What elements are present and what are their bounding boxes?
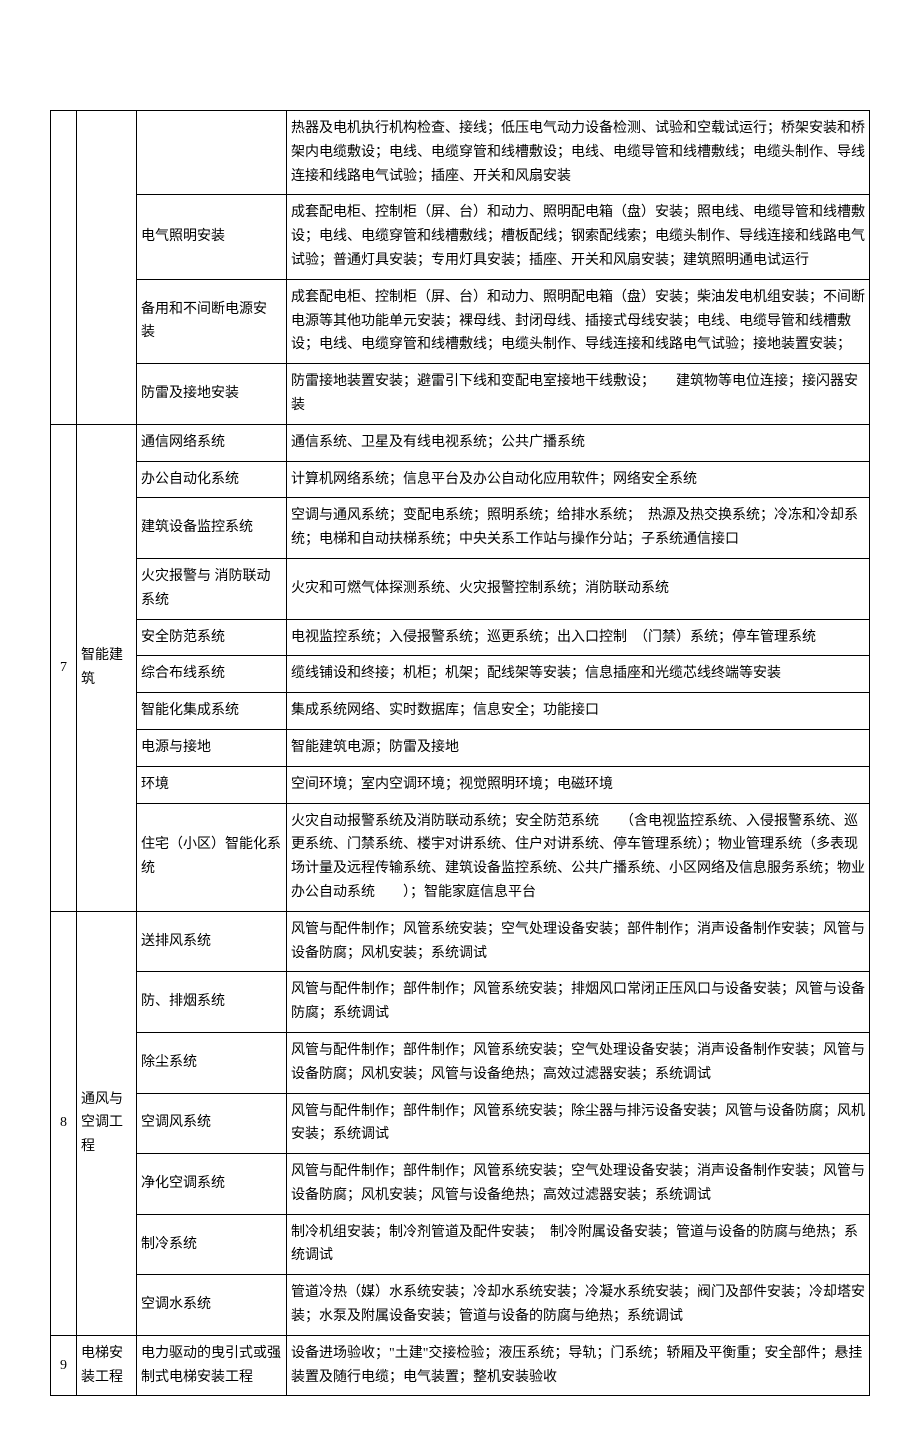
table-row: 除尘系统风管与配件制作；部件制作；风管系统安装；空气处理设备安装；消声设备制作安…	[51, 1032, 870, 1093]
category-cell: 智能建 筑	[77, 424, 137, 911]
sub-item-cell: 备用和不间断电源安 装	[137, 279, 287, 363]
table-row: 备用和不间断电源安 装成套配电柜、控制柜（屏、台）和动力、照明配电箱（盘）安装；…	[51, 279, 870, 363]
table-row: 综合布线系统缆线铺设和终接；机柜；机架；配线架等安装；信息插座和光缆芯线终端等安…	[51, 656, 870, 693]
sub-item-cell: 电源与接地	[137, 729, 287, 766]
sub-item-cell: 安全防范系统	[137, 619, 287, 656]
table-row: 电气照明安装成套配电柜、控制柜（屏、台）和动力、照明配电箱（盘）安装；照电线、电…	[51, 195, 870, 279]
table-row: 空调水系统管道冷热（媒）水系统安装；冷却水系统安装；冷凝水系统安装；阀门及部件安…	[51, 1275, 870, 1336]
sub-item-cell: 智能化集成系统	[137, 693, 287, 730]
table-row: 8通风与空调工 程送排风系统风管与配件制作；风管系统安装；空气处理设备安装；部件…	[51, 911, 870, 972]
table-row: 热器及电机执行机构检查、接线；低压电气动力设备检测、试验和空载试运行；桥架安装和…	[51, 111, 870, 195]
table-row: 防雷及接地安装防雷接地装置安装；避雷引下线和变配电室接地干线敷设； 建筑物等电位…	[51, 364, 870, 425]
description-cell: 智能建筑电源；防雷及接地	[287, 729, 870, 766]
sub-item-cell: 环境	[137, 766, 287, 803]
description-cell: 计算机网络系统；信息平台及办公自动化应用软件；网络安全系统	[287, 461, 870, 498]
category-cell	[77, 111, 137, 425]
table-row: 净化空调系统风管与配件制作；部件制作；风管系统安装；空气处理设备安装；消声设备制…	[51, 1154, 870, 1215]
sub-item-cell: 空调风系统	[137, 1093, 287, 1154]
description-cell: 风管与配件制作；部件制作；风管系统安装；排烟风口常闭正压风口与设备安装；风管与设…	[287, 972, 870, 1033]
description-cell: 设备进场验收；"土建"交接检验；液压系统；导轨；门系统；轿厢及平衡重；安全部件；…	[287, 1335, 870, 1396]
description-cell: 管道冷热（媒）水系统安装；冷却水系统安装；冷凝水系统安装；阀门及部件安装；冷却塔…	[287, 1275, 870, 1336]
sub-item-cell	[137, 111, 287, 195]
category-cell: 通风与空调工 程	[77, 911, 137, 1335]
description-cell: 风管与配件制作；部件制作；风管系统安装；空气处理设备安装；消声设备制作安装；风管…	[287, 1032, 870, 1093]
sub-item-cell: 建筑设备监控系统	[137, 498, 287, 559]
description-cell: 火灾自动报警系统及消防联动系统；安全防范系统 （含电视监控系统、入侵报警系统、巡…	[287, 803, 870, 911]
table-row: 办公自动化系统计算机网络系统；信息平台及办公自动化应用软件；网络安全系统	[51, 461, 870, 498]
description-cell: 空间环境；室内空调环境；视觉照明环境；电磁环境	[287, 766, 870, 803]
table-row: 防、排烟系统风管与配件制作；部件制作；风管系统安装；排烟风口常闭正压风口与设备安…	[51, 972, 870, 1033]
row-number: 8	[51, 911, 77, 1335]
description-cell: 风管与配件制作；部件制作；风管系统安装；除尘器与排污设备安装；风管与设备防腐；风…	[287, 1093, 870, 1154]
sub-item-cell: 电力驱动的曳引式或强制式电梯安装工程	[137, 1335, 287, 1396]
description-cell: 制冷机组安装；制冷剂管道及配件安装； 制冷附属设备安装；管道与设备的防腐与绝热；…	[287, 1214, 870, 1275]
description-cell: 火灾和可燃气体探测系统、火灾报警控制系统；消防联动系统	[287, 558, 870, 619]
table-row: 7智能建 筑通信网络系统通信系统、卫星及有线电视系统；公共广播系统	[51, 424, 870, 461]
table-row: 9电梯安装工程电力驱动的曳引式或强制式电梯安装工程设备进场验收；"土建"交接检验…	[51, 1335, 870, 1396]
table-row: 智能化集成系统集成系统网络、实时数据库；信息安全；功能接口	[51, 693, 870, 730]
sub-item-cell: 电气照明安装	[137, 195, 287, 279]
sub-item-cell: 综合布线系统	[137, 656, 287, 693]
sub-item-cell: 制冷系统	[137, 1214, 287, 1275]
sub-item-cell: 通信网络系统	[137, 424, 287, 461]
description-cell: 防雷接地装置安装；避雷引下线和变配电室接地干线敷设； 建筑物等电位连接；接闪器安…	[287, 364, 870, 425]
sub-item-cell: 净化空调系统	[137, 1154, 287, 1215]
sub-item-cell: 住宅（小区）智能化系统	[137, 803, 287, 911]
row-number: 7	[51, 424, 77, 911]
description-cell: 成套配电柜、控制柜（屏、台）和动力、照明配电箱（盘）安装；照电线、电缆导管和线槽…	[287, 195, 870, 279]
sub-item-cell: 火灾报警与 消防联动系统	[137, 558, 287, 619]
sub-item-cell: 防、排烟系统	[137, 972, 287, 1033]
table-row: 安全防范系统电视监控系统；入侵报警系统；巡更系统；出入口控制 （门禁）系统；停车…	[51, 619, 870, 656]
sub-item-cell: 办公自动化系统	[137, 461, 287, 498]
description-cell: 风管与配件制作；风管系统安装；空气处理设备安装；部件制作；消声设备制作安装；风管…	[287, 911, 870, 972]
description-cell: 热器及电机执行机构检查、接线；低压电气动力设备检测、试验和空载试运行；桥架安装和…	[287, 111, 870, 195]
table-row: 火灾报警与 消防联动系统火灾和可燃气体探测系统、火灾报警控制系统；消防联动系统	[51, 558, 870, 619]
table-row: 建筑设备监控系统空调与通风系统；变配电系统；照明系统；给排水系统； 热源及热交换…	[51, 498, 870, 559]
description-cell: 集成系统网络、实时数据库；信息安全；功能接口	[287, 693, 870, 730]
row-number: 9	[51, 1335, 77, 1396]
description-cell: 缆线铺设和终接；机柜；机架；配线架等安装；信息插座和光缆芯线终端等安装	[287, 656, 870, 693]
description-cell: 成套配电柜、控制柜（屏、台）和动力、照明配电箱（盘）安装；柴油发电机组安装；不间…	[287, 279, 870, 363]
table-row: 环境空间环境；室内空调环境；视觉照明环境；电磁环境	[51, 766, 870, 803]
row-number	[51, 111, 77, 425]
sub-item-cell: 防雷及接地安装	[137, 364, 287, 425]
description-cell: 电视监控系统；入侵报警系统；巡更系统；出入口控制 （门禁）系统；停车管理系统	[287, 619, 870, 656]
spec-table-body: 热器及电机执行机构检查、接线；低压电气动力设备检测、试验和空载试运行；桥架安装和…	[51, 111, 870, 1396]
sub-item-cell: 除尘系统	[137, 1032, 287, 1093]
sub-item-cell: 送排风系统	[137, 911, 287, 972]
sub-item-cell: 空调水系统	[137, 1275, 287, 1336]
description-cell: 通信系统、卫星及有线电视系统；公共广播系统	[287, 424, 870, 461]
category-cell: 电梯安装工程	[77, 1335, 137, 1396]
spec-table: 热器及电机执行机构检查、接线；低压电气动力设备检测、试验和空载试运行；桥架安装和…	[50, 110, 870, 1396]
document-page: 热器及电机执行机构检查、接线；低压电气动力设备检测、试验和空载试运行；桥架安装和…	[0, 0, 920, 1456]
description-cell: 空调与通风系统；变配电系统；照明系统；给排水系统； 热源及热交换系统；冷冻和冷却…	[287, 498, 870, 559]
table-row: 空调风系统风管与配件制作；部件制作；风管系统安装；除尘器与排污设备安装；风管与设…	[51, 1093, 870, 1154]
table-row: 住宅（小区）智能化系统火灾自动报警系统及消防联动系统；安全防范系统 （含电视监控…	[51, 803, 870, 911]
table-row: 制冷系统制冷机组安装；制冷剂管道及配件安装； 制冷附属设备安装；管道与设备的防腐…	[51, 1214, 870, 1275]
description-cell: 风管与配件制作；部件制作；风管系统安装；空气处理设备安装；消声设备制作安装；风管…	[287, 1154, 870, 1215]
table-row: 电源与接地智能建筑电源；防雷及接地	[51, 729, 870, 766]
